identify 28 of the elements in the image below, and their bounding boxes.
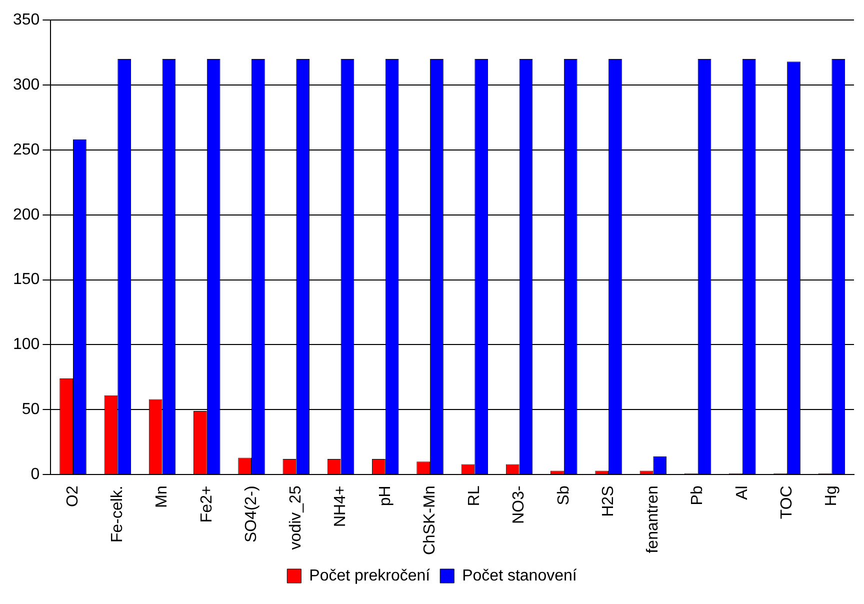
x-tick-label: Pb [689, 486, 706, 506]
x-tick-label: ChSK-Mn [421, 486, 438, 556]
x-tick-label: pH [376, 486, 394, 506]
y-tick-label: 150 [12, 271, 40, 288]
y-tick-label: 200 [12, 206, 40, 224]
x-tick-label: Hg [823, 486, 840, 506]
x-tick-label: H2S [600, 486, 617, 517]
y-tick-label: 300 [12, 76, 40, 94]
x-tick-label: SO4(2-) [242, 486, 260, 543]
x-tick-label: Fe-celk. [109, 486, 126, 543]
legend-label: Počet stanovení [462, 567, 578, 584]
x-tick-label: Sb [555, 486, 572, 506]
x-tick-label: TOC [778, 486, 796, 520]
y-tick-label: 350 [12, 11, 40, 28]
x-tick-label: fenantren [644, 486, 662, 554]
x-tick-label: RL [466, 486, 484, 506]
x-tick-label: NO3- [510, 486, 528, 524]
x-tick-label: Fe2+ [198, 486, 216, 523]
x-tick-label: NH4+ [332, 486, 350, 528]
x-tick-label: vodiv_25 [288, 486, 305, 550]
y-tick-label: 100 [12, 336, 40, 354]
x-tick-label: O2 [64, 486, 82, 507]
y-tick-label: 250 [12, 141, 40, 158]
x-tick-label: Al [734, 486, 751, 500]
legend-label: Počet prekročení [309, 567, 431, 584]
y-tick-label: 50 [22, 401, 40, 418]
y-tick-label: 0 [30, 466, 40, 484]
x-tick-label: Mn [154, 486, 171, 508]
